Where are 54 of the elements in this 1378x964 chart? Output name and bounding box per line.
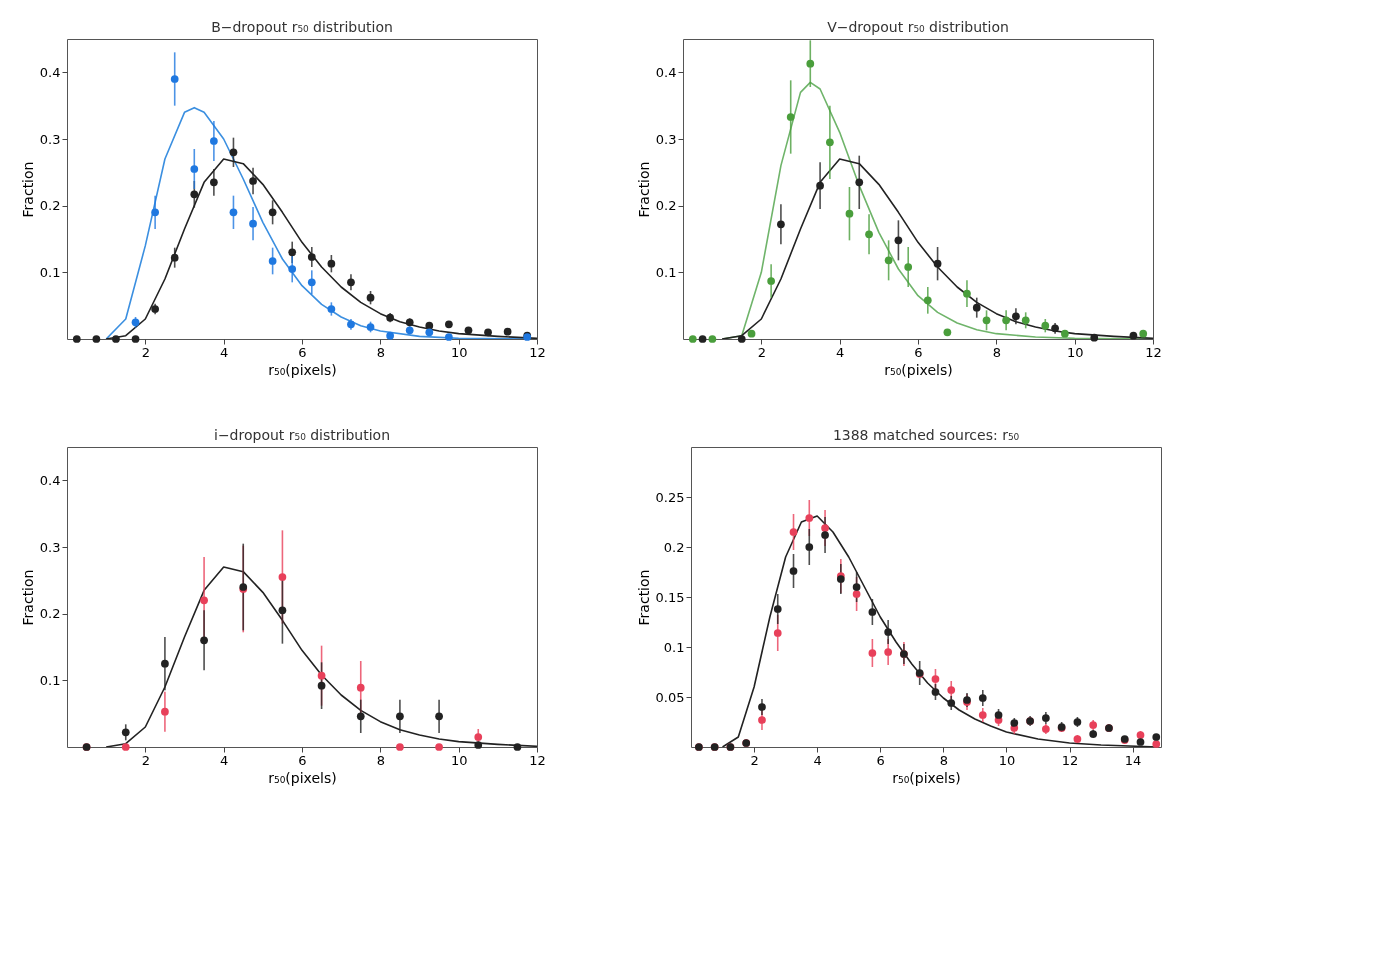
y-tick-label: 0.2 xyxy=(39,606,61,622)
x-tick-label: 10 xyxy=(998,752,1016,768)
x-tick-label: 2 xyxy=(141,344,150,360)
y-tick-label: 0.25 xyxy=(655,489,685,505)
x-tick-label: 12 xyxy=(1061,752,1079,768)
y-tick-label: 0.4 xyxy=(39,472,61,488)
x-tick-label: 2 xyxy=(757,344,766,360)
x-tick-label: 4 xyxy=(220,344,229,360)
y-tick-label: 0.1 xyxy=(655,264,677,280)
x-tick-label: 2 xyxy=(750,752,759,768)
x-tick-label: 2 xyxy=(141,752,150,768)
chart-title: B−dropout r₅₀ distribution xyxy=(211,19,393,35)
x-tick-label: 12 xyxy=(1145,344,1162,360)
x-tick-label: 8 xyxy=(992,344,1001,360)
x-tick-label: 6 xyxy=(876,752,885,768)
y-tick-label: 0.2 xyxy=(39,198,61,214)
y-tick-label: 0.4 xyxy=(39,64,61,80)
x-tick-label: 8 xyxy=(376,344,385,360)
y-tick-label: 0.1 xyxy=(39,672,61,688)
chart-title: V−dropout r₅₀ distribution xyxy=(827,19,1009,35)
y-tick-label: 0.4 xyxy=(655,64,677,80)
chart-title: i−dropout r₅₀ distribution xyxy=(214,427,390,443)
y-axis-title: Fraction xyxy=(19,569,36,626)
y-tick-label: 0.2 xyxy=(663,539,685,555)
x-axis-title: r₅₀(pixels) xyxy=(268,769,337,786)
y-tick-label: 0.05 xyxy=(655,689,685,705)
y-tick-label: 0.2 xyxy=(655,198,677,214)
x-axis-title: r₅₀(pixels) xyxy=(884,361,953,378)
y-tick-label: 0.15 xyxy=(655,589,685,605)
y-tick-label: 0.3 xyxy=(39,131,61,147)
x-tick-label: 8 xyxy=(376,752,385,768)
x-tick-label: 4 xyxy=(220,752,229,768)
x-tick-label: 10 xyxy=(450,344,468,360)
y-tick-label: 0.1 xyxy=(663,639,685,655)
x-tick-label: 10 xyxy=(1066,344,1084,360)
x-tick-label: 4 xyxy=(836,344,845,360)
y-axis-title: Fraction xyxy=(635,161,652,218)
x-axis-title: r₅₀(pixels) xyxy=(268,361,337,378)
x-tick-label: 12 xyxy=(529,752,546,768)
x-tick-label: 6 xyxy=(298,344,307,360)
y-tick-label: 0.3 xyxy=(39,539,61,555)
x-tick-label: 12 xyxy=(529,344,546,360)
x-tick-label: 6 xyxy=(298,752,307,768)
x-tick-label: 10 xyxy=(450,752,468,768)
y-tick-label: 0.1 xyxy=(39,264,61,280)
x-tick-label: 6 xyxy=(914,344,923,360)
y-axis-title: Fraction xyxy=(635,569,652,626)
y-tick-label: 0.3 xyxy=(655,131,677,147)
x-tick-label: 14 xyxy=(1124,752,1142,768)
x-tick-label: 4 xyxy=(813,752,822,768)
chart-title: 1388 matched sources: r₅₀ xyxy=(832,427,1020,443)
x-tick-label: 8 xyxy=(939,752,948,768)
y-axis-title: Fraction xyxy=(19,161,36,218)
x-axis-title: r₅₀(pixels) xyxy=(892,769,961,786)
